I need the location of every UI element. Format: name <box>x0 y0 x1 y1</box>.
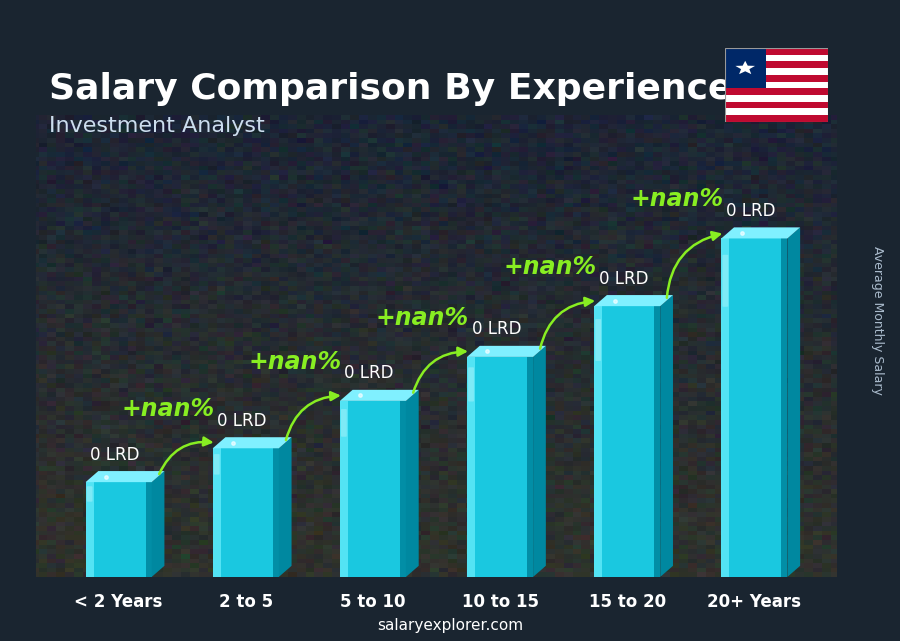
FancyBboxPatch shape <box>723 254 728 307</box>
Polygon shape <box>721 228 800 238</box>
Bar <box>654 306 661 577</box>
Polygon shape <box>467 346 545 357</box>
FancyBboxPatch shape <box>86 487 93 502</box>
FancyBboxPatch shape <box>214 454 220 474</box>
FancyBboxPatch shape <box>341 409 346 437</box>
Bar <box>724 68 828 75</box>
Bar <box>721 238 788 577</box>
Text: 0 LRD: 0 LRD <box>217 412 266 430</box>
Polygon shape <box>279 437 292 577</box>
Bar <box>146 482 152 577</box>
Bar <box>212 448 220 577</box>
Text: 0 LRD: 0 LRD <box>472 320 521 338</box>
Bar <box>724 95 828 102</box>
Polygon shape <box>533 346 545 577</box>
Polygon shape <box>86 471 165 482</box>
Bar <box>724 88 828 95</box>
Bar <box>724 54 828 62</box>
Text: Investment Analyst: Investment Analyst <box>49 116 265 136</box>
Bar <box>400 401 406 577</box>
Polygon shape <box>735 61 755 74</box>
Bar <box>724 115 828 122</box>
Bar <box>781 238 788 577</box>
Text: +nan%: +nan% <box>630 187 724 211</box>
Bar <box>724 75 828 81</box>
Polygon shape <box>406 390 419 577</box>
Bar <box>594 306 661 577</box>
Polygon shape <box>152 471 165 577</box>
Polygon shape <box>340 390 418 401</box>
Polygon shape <box>212 437 292 448</box>
Polygon shape <box>594 295 673 306</box>
Text: 0 LRD: 0 LRD <box>598 270 648 288</box>
Text: Salary Comparison By Experience: Salary Comparison By Experience <box>49 72 733 106</box>
Bar <box>724 48 828 54</box>
FancyBboxPatch shape <box>468 367 474 401</box>
Text: +nan%: +nan% <box>503 254 596 279</box>
Bar <box>212 448 279 577</box>
Bar <box>467 357 475 577</box>
Bar <box>527 357 533 577</box>
Bar <box>86 482 152 577</box>
Bar <box>340 401 347 577</box>
Bar <box>340 401 406 577</box>
Bar <box>724 48 766 88</box>
Text: +nan%: +nan% <box>122 397 215 421</box>
Bar <box>86 482 94 577</box>
FancyBboxPatch shape <box>595 319 601 361</box>
Bar <box>273 448 279 577</box>
Polygon shape <box>661 295 673 577</box>
Polygon shape <box>788 228 800 577</box>
Text: 0 LRD: 0 LRD <box>725 202 775 220</box>
Text: salaryexplorer.com: salaryexplorer.com <box>377 619 523 633</box>
Bar <box>467 357 533 577</box>
Bar <box>724 62 828 68</box>
Bar <box>594 306 602 577</box>
Bar <box>724 102 828 108</box>
Text: 0 LRD: 0 LRD <box>345 365 394 383</box>
Text: 0 LRD: 0 LRD <box>90 445 140 463</box>
Text: Average Monthly Salary: Average Monthly Salary <box>871 246 884 395</box>
Text: +nan%: +nan% <box>248 349 342 374</box>
Bar <box>724 108 828 115</box>
Bar <box>724 81 828 88</box>
Bar <box>721 238 729 577</box>
Text: +nan%: +nan% <box>376 306 469 329</box>
